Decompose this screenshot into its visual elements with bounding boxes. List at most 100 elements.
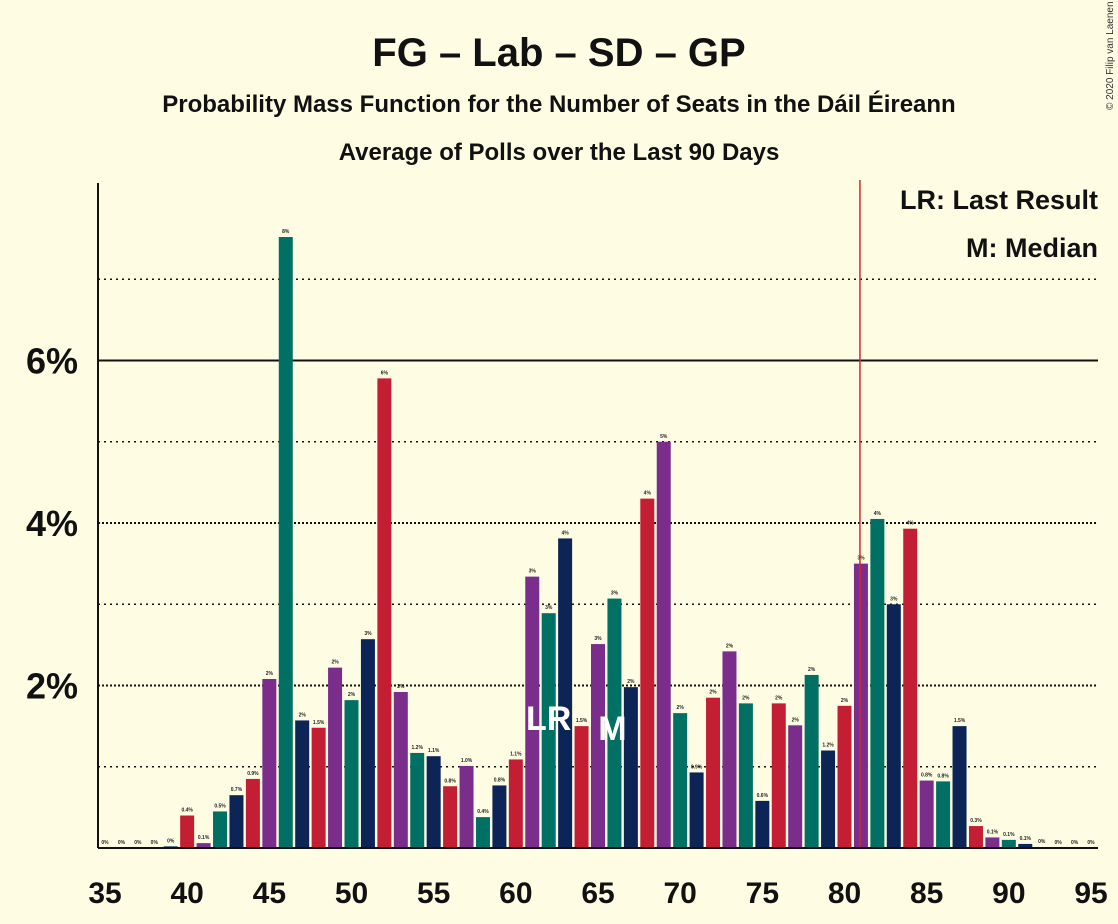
bar-label-seat-69: 5% (660, 434, 668, 440)
bar-label-seat-95: 0% (1087, 840, 1095, 846)
bar-seat-50 (344, 700, 359, 848)
bar-label-seat-48: 1.5% (313, 720, 325, 726)
bar-seat-68 (640, 498, 655, 848)
bar-label-seat-35: 0% (101, 840, 109, 846)
bar-label-seat-49: 2% (331, 660, 339, 666)
bar-seat-78 (804, 674, 819, 848)
bar-label-seat-62: 3% (545, 605, 553, 611)
bar-seat-84 (903, 528, 918, 848)
bar-label-seat-65: 3% (594, 636, 602, 642)
bar-seat-81 (853, 563, 868, 848)
bar-label-seat-73: 2% (726, 643, 734, 649)
median-marker: M (598, 710, 626, 748)
bars (163, 237, 1049, 848)
bar-seat-73 (722, 651, 737, 848)
legend-median: M: Median (966, 233, 1098, 263)
bar-label-seat-63: 4% (562, 530, 570, 536)
bar-seat-77 (788, 725, 803, 848)
x-tick-label: 40 (170, 877, 203, 910)
bar-label-seat-77: 2% (792, 717, 800, 723)
bar-seat-72 (706, 697, 721, 848)
x-tick-label: 35 (88, 877, 121, 910)
bar-label-seat-47: 2% (299, 712, 307, 718)
bar-label-seat-41: 0.1% (198, 835, 210, 841)
bar-seat-76 (771, 703, 786, 848)
bar-label-seat-40: 0.4% (181, 808, 193, 814)
x-tick-label: 60 (499, 877, 532, 910)
bar-seat-66 (607, 598, 622, 848)
bar-seat-63 (558, 538, 573, 848)
bar-label-seat-81: 3% (857, 556, 865, 562)
bar-label-seat-90: 0.1% (1003, 832, 1015, 838)
bar-seat-74 (738, 703, 753, 848)
bar-label-seat-58: 0.4% (477, 809, 489, 815)
bar-label-seat-91: 0.1% (1020, 836, 1032, 842)
bar-seat-65 (591, 644, 605, 848)
bar-label-seat-55: 1.1% (428, 748, 440, 754)
y-tick-label: 4% (26, 503, 78, 544)
bar-seat-69 (656, 441, 671, 848)
bar-seat-58 (475, 817, 490, 848)
bar-seat-40 (180, 815, 195, 848)
bar-label-seat-60: 1.1% (510, 751, 522, 757)
bar-label-seat-76: 2% (775, 695, 783, 701)
bar-label-seat-78: 2% (808, 667, 816, 673)
copyright-text: © 2020 Filip van Laenen (1105, 1, 1116, 110)
chart-subtitle: Probability Mass Function for the Number… (162, 90, 955, 118)
bar-label-seat-88: 0.3% (970, 818, 982, 824)
x-tick-label: 80 (828, 877, 861, 910)
bar-seat-79 (821, 750, 836, 848)
x-tick-label: 55 (417, 877, 450, 910)
y-tick-label: 2% (26, 666, 78, 707)
bar-seat-85 (919, 780, 934, 848)
bar-seat-91 (1018, 843, 1033, 848)
bar-label-seat-38: 0% (151, 840, 159, 846)
bar-seat-71 (689, 772, 704, 848)
y-tick-label: 6% (26, 341, 78, 382)
chart-title: FG – Lab – SD – GP (372, 31, 745, 75)
bar-seat-61 (525, 576, 540, 848)
bar-label-seat-72: 2% (709, 690, 717, 696)
x-tick-label: 50 (335, 877, 368, 910)
bar-label-seat-56: 0.8% (444, 778, 456, 784)
bar-seat-48 (311, 727, 326, 848)
bar-seat-60 (508, 759, 523, 848)
bar-label-seat-42: 0.5% (214, 803, 226, 809)
bar-labels: 0% 0% 0% 0% 0% 0.4% 0.1% 0.5% 0.7% 0.9% 2% 8% 2% 1.5%… (101, 229, 1095, 846)
bar-label-seat-84: 4% (907, 521, 915, 527)
bar-seat-49 (328, 667, 343, 848)
bar-label-seat-50: 2% (348, 692, 356, 698)
bar-label-seat-70: 2% (677, 705, 685, 711)
bar-seat-46 (278, 237, 293, 848)
bar-seat-44 (245, 778, 260, 848)
bar-label-seat-64: 1.5% (576, 718, 588, 724)
bar-seat-41 (196, 843, 211, 848)
bar-seat-56 (443, 786, 458, 848)
x-tick-label: 45 (253, 877, 286, 910)
bar-label-seat-51: 3% (364, 631, 372, 637)
bar-label-seat-54: 1.2% (412, 745, 424, 751)
bar-label-seat-44: 0.9% (247, 771, 259, 777)
bar-seat-89 (985, 837, 1000, 848)
bar-seat-90 (1001, 839, 1016, 848)
bar-label-seat-87: 1.5% (954, 718, 966, 724)
bar-label-seat-39: 0% (167, 838, 175, 844)
bar-label-seat-74: 2% (742, 695, 750, 701)
bar-label-seat-92: 0% (1038, 839, 1046, 845)
x-tick-label: 75 (746, 877, 779, 910)
bar-seat-75 (755, 800, 770, 848)
bar-label-seat-68: 4% (644, 491, 652, 497)
x-tick-label: 65 (581, 877, 614, 910)
y-tick-labels: 2% 4% 6% (26, 341, 78, 707)
bar-label-seat-52: 6% (381, 370, 389, 376)
bar-seat-55 (426, 756, 441, 848)
bar-seat-52 (377, 378, 392, 848)
bar-seat-64 (574, 726, 589, 848)
bar-label-seat-94: 0% (1071, 840, 1079, 846)
bar-label-seat-80: 2% (841, 698, 849, 704)
last-result-marker: LR (526, 700, 571, 738)
x-tick-label: 70 (663, 877, 696, 910)
x-tick-label: 95 (1074, 877, 1107, 910)
bar-label-seat-67: 2% (627, 679, 635, 685)
